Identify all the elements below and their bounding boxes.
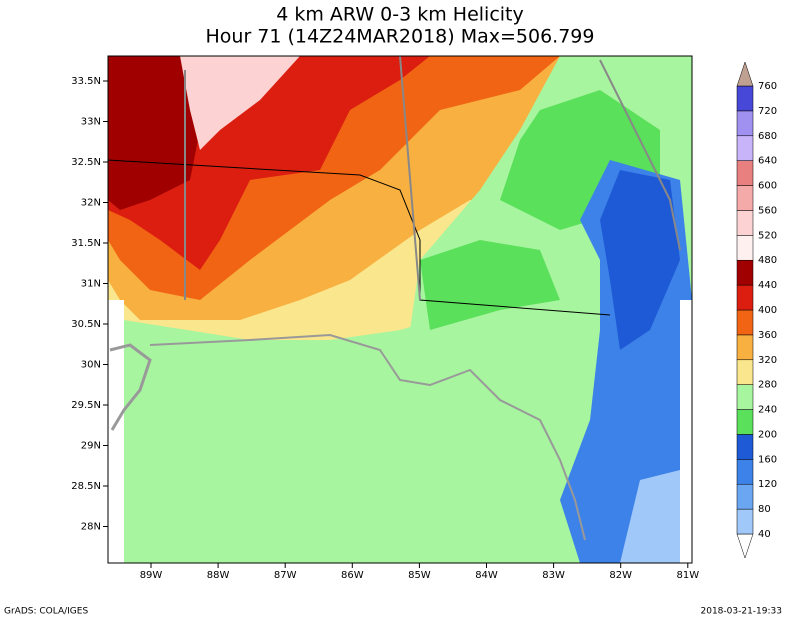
colorbar-triangle-high: [736, 61, 754, 87]
colorbar-label: 240: [758, 405, 777, 416]
lat-label: 28N: [81, 522, 101, 533]
lat-label: 30N: [81, 360, 101, 371]
color-swatch: [736, 359, 754, 385]
color-swatch: [736, 160, 754, 186]
colorbar-label: 200: [758, 429, 777, 440]
colorbar-triangle-low: [736, 533, 754, 559]
lat-label: 29.5N: [71, 400, 101, 411]
lon-label: 84W: [475, 570, 498, 581]
colorbar-label: 440: [758, 280, 777, 291]
colorbar-label: 760: [758, 81, 777, 92]
color-swatch: [736, 459, 754, 485]
color-swatch: [736, 110, 754, 137]
lon-label: 85W: [408, 570, 431, 581]
lon-label: 82W: [609, 570, 632, 581]
color-swatch: [736, 434, 754, 460]
lon-label: 87W: [274, 570, 297, 581]
colorbar-label: 600: [758, 181, 777, 192]
colorbar-label: 560: [758, 205, 777, 216]
lon-label: 88W: [207, 570, 230, 581]
colorbar-label: 640: [758, 156, 777, 167]
color-swatch: [736, 85, 754, 112]
colorbar-label: 160: [758, 454, 777, 465]
colorbar-label: 320: [758, 355, 777, 366]
map: 33.5N 33N 32.5N 32N 31.5N 31N 30.5N 30N 29.5N 29N…: [71, 55, 699, 581]
color-swatch: [736, 334, 754, 361]
colorbar-label: 40: [758, 529, 771, 540]
lat-label: 33N: [81, 117, 101, 128]
lat-label: 31.5N: [71, 238, 101, 249]
lat-label: 32N: [81, 198, 101, 209]
lon-label: 81W: [676, 570, 699, 581]
lon-label: 86W: [341, 570, 364, 581]
color-swatch: [736, 210, 754, 236]
lat-label: 29N: [81, 441, 101, 452]
lat-label: 33.5N: [71, 76, 101, 87]
lat-label: 28.5N: [71, 481, 101, 492]
lat-label: 32.5N: [71, 157, 101, 168]
colorbar-label: 520: [758, 230, 777, 241]
colorbar-label: 120: [758, 479, 777, 490]
lon-label: 83W: [542, 570, 565, 581]
color-swatch: [736, 235, 754, 261]
colorbar-label: 360: [758, 330, 777, 341]
footer-right: 2018-03-21-19:33: [701, 607, 783, 617]
color-swatch: [736, 483, 754, 510]
color-swatch: [736, 284, 754, 311]
colorbar-label: 280: [758, 380, 777, 391]
lat-label: 30.5N: [71, 319, 101, 330]
colorbar-label: 680: [758, 131, 777, 142]
color-swatch: [736, 259, 754, 286]
lon-label: 89W: [140, 570, 163, 581]
color-swatch: [736, 185, 754, 211]
color-swatch: [736, 309, 754, 336]
color-swatch: [736, 409, 754, 435]
colorbar-label: 480: [758, 255, 777, 266]
colorbar-label: 80: [758, 504, 771, 515]
colorbar: 40 80 120 160 200 240 280 320 360 400 440 480 520 560…: [736, 61, 777, 559]
color-swatch: [736, 135, 754, 161]
footer-left: GrADS: COLA/IGES: [4, 607, 88, 617]
title-line-1: 4 km ARW 0-3 km Helicity: [276, 4, 524, 26]
colorbar-label: 400: [758, 305, 777, 316]
colorbar-label: 720: [758, 106, 777, 117]
title-line-2: Hour 71 (14Z24MAR2018) Max=506.799: [206, 26, 595, 48]
lat-label: 31N: [81, 279, 101, 290]
color-swatch: [736, 508, 754, 535]
color-swatch: [736, 384, 754, 410]
